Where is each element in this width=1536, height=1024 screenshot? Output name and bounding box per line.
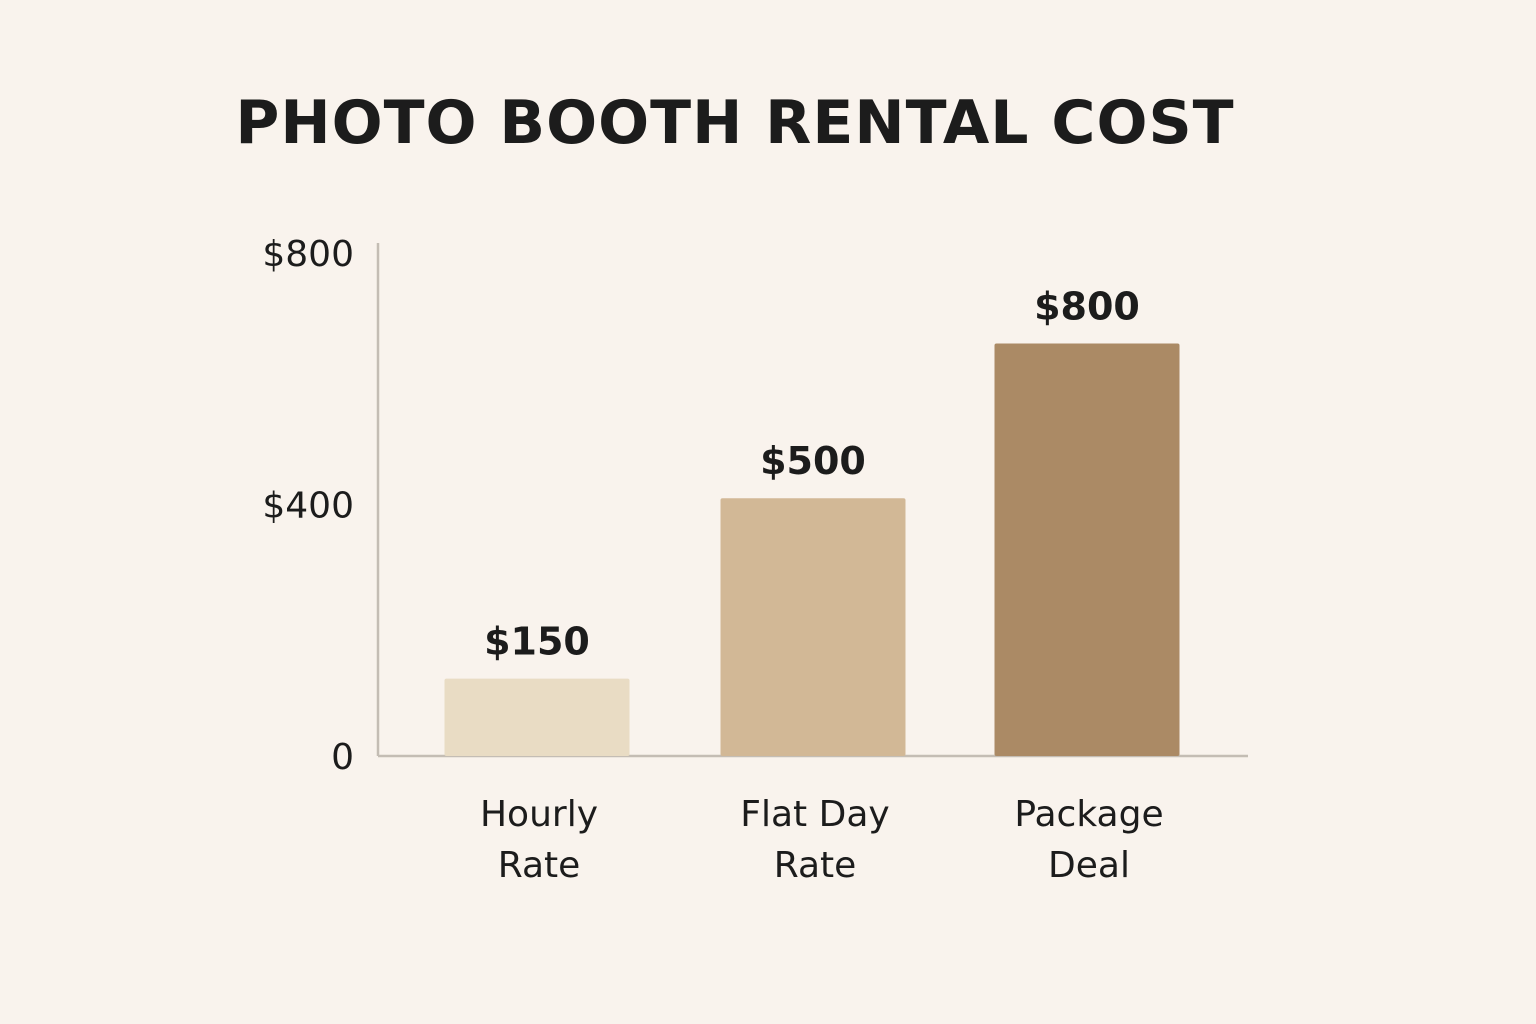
y-tick-label: 0 bbox=[331, 737, 354, 778]
bar bbox=[994, 343, 1180, 756]
bar-value-label: $150 bbox=[484, 620, 590, 664]
y-axis-ticks: 0 $400 $800 bbox=[262, 234, 354, 778]
category-label: Flat Day bbox=[740, 794, 889, 835]
y-tick-label: $400 bbox=[262, 486, 354, 527]
y-tick-label: $800 bbox=[262, 234, 354, 275]
category-label: Deal bbox=[1048, 845, 1130, 886]
bar bbox=[720, 498, 906, 756]
value-labels: $150 $500 $800 bbox=[484, 285, 1140, 664]
bar-value-label: $500 bbox=[760, 439, 866, 483]
category-label: Rate bbox=[774, 845, 857, 886]
bar-value-label: $800 bbox=[1034, 285, 1140, 329]
category-label: Rate bbox=[498, 845, 581, 886]
category-label: Package bbox=[1014, 794, 1163, 835]
category-label: Hourly bbox=[480, 794, 598, 835]
category-labels: Hourly Rate Flat Day Rate Package Deal bbox=[480, 794, 1164, 886]
bars bbox=[444, 343, 1180, 756]
bar bbox=[444, 678, 630, 756]
chart-title: PHOTO BOOTH RENTAL COST bbox=[235, 88, 1235, 158]
